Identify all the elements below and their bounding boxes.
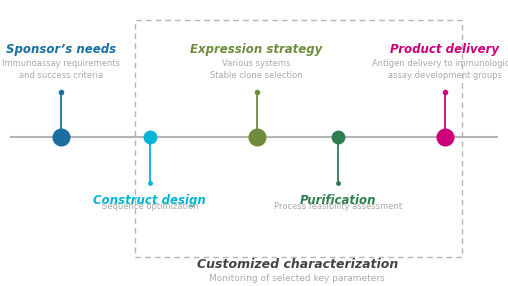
Text: Construct design: Construct design — [93, 194, 206, 207]
Text: Monitoring of selected key parameters: Monitoring of selected key parameters — [209, 274, 385, 283]
Bar — [135, 20, 462, 257]
Text: Expression strategy: Expression strategy — [190, 43, 323, 56]
Text: Customized characterization: Customized characterization — [197, 258, 398, 271]
Text: Sponsor’s needs: Sponsor’s needs — [6, 43, 116, 56]
Text: Purification: Purification — [300, 194, 376, 207]
Text: Antigen delivery to immunological
assay development groups: Antigen delivery to immunological assay … — [372, 59, 508, 80]
Text: Immunoassay requirements
and success criteria: Immunoassay requirements and success cri… — [2, 59, 120, 80]
Text: Process feasibility assessment: Process feasibility assessment — [274, 202, 402, 210]
Text: Various systems
Stable clone selection: Various systems Stable clone selection — [210, 59, 303, 80]
Text: Sequence optimization: Sequence optimization — [102, 202, 198, 210]
Text: Product delivery: Product delivery — [390, 43, 499, 56]
